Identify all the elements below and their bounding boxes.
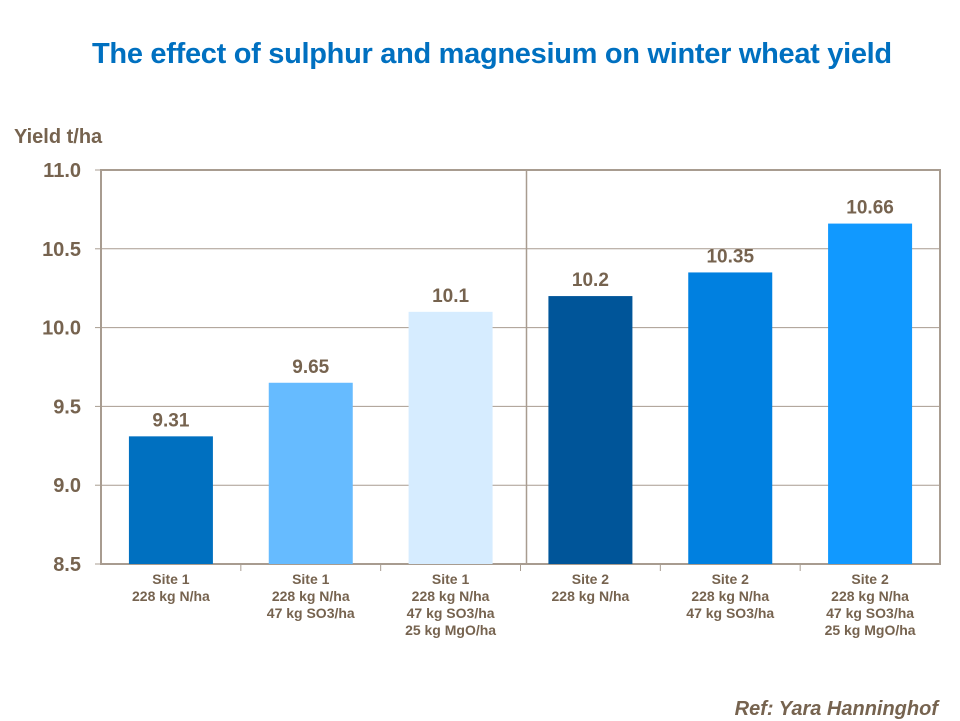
y-tick-label: 9.5 <box>53 396 81 418</box>
data-label: 9.65 <box>292 357 329 378</box>
x-category-label: Site 1 <box>432 571 470 587</box>
data-label: 10.66 <box>846 198 894 219</box>
x-category-label: 47 kg SO3/ha <box>686 605 774 621</box>
x-category-label: 47 kg SO3/ha <box>267 605 355 621</box>
x-category-label: Site 1 <box>152 571 190 587</box>
y-tick-label: 10.5 <box>42 239 81 261</box>
x-category-label: Site 1 <box>292 571 330 587</box>
x-category-label: 228 kg N/ha <box>272 588 350 604</box>
x-category-label: Site 2 <box>572 571 610 587</box>
data-label: 10.35 <box>706 246 754 267</box>
x-category-label: 25 kg MgO/ha <box>405 622 496 638</box>
x-category-label: Site 2 <box>712 571 750 587</box>
data-label: 9.31 <box>152 410 189 431</box>
x-category-label: 25 kg MgO/ha <box>825 622 916 638</box>
x-category-label: 228 kg N/ha <box>132 588 210 604</box>
bar <box>408 311 493 564</box>
data-label: 10.1 <box>432 286 469 307</box>
x-category-label: Site 2 <box>851 571 889 587</box>
bar <box>548 296 633 564</box>
x-category-label: 47 kg SO3/ha <box>826 605 914 621</box>
plot-frame <box>100 169 941 565</box>
chart-title: The effect of sulphur and magnesium on w… <box>92 38 892 70</box>
bar <box>128 436 213 564</box>
x-category-label: 228 kg N/ha <box>691 588 769 604</box>
bar <box>268 382 353 564</box>
y-tick-label: 9.0 <box>53 475 81 497</box>
y-tick-label: 10.0 <box>42 318 81 340</box>
x-category-label: 47 kg SO3/ha <box>407 605 495 621</box>
data-label: 10.2 <box>572 270 609 291</box>
bar <box>828 223 913 565</box>
x-category-label: 228 kg N/ha <box>831 588 909 604</box>
reference-note: Ref: Yara Hanninghof <box>734 698 938 720</box>
x-category-label: 228 kg N/ha <box>552 588 630 604</box>
bar <box>688 272 773 564</box>
y-axis-label: Yield t/ha <box>14 126 103 148</box>
x-category-label: 228 kg N/ha <box>412 588 490 604</box>
y-tick-label: 8.5 <box>53 554 81 576</box>
y-tick-label: 11.0 <box>43 160 81 182</box>
